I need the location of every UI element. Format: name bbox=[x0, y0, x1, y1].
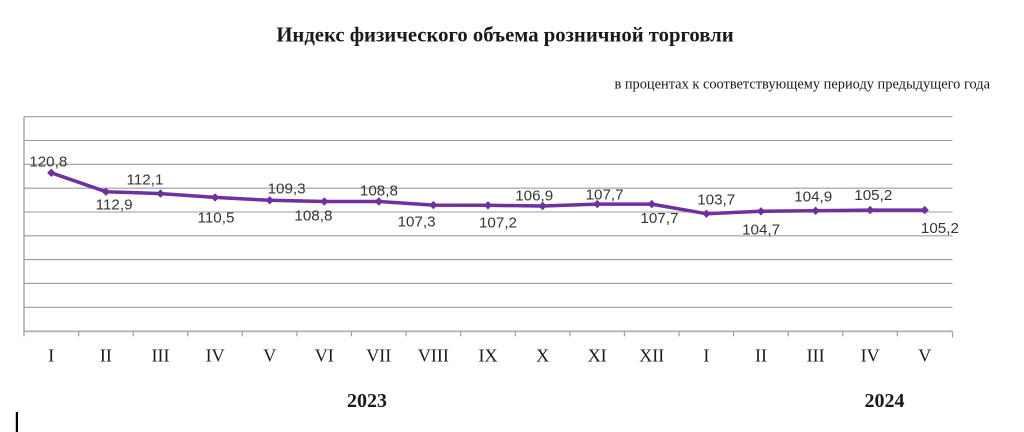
svg-text:VII: VII bbox=[366, 346, 391, 366]
svg-text:II: II bbox=[100, 346, 112, 366]
svg-text:107,7: 107,7 bbox=[640, 210, 678, 227]
svg-text:Индекс физического объема розн: Индекс физического объема розничной торг… bbox=[276, 25, 733, 47]
svg-text:120,8: 120,8 bbox=[29, 154, 67, 171]
svg-text:III: III bbox=[152, 346, 170, 366]
svg-text:108,8: 108,8 bbox=[294, 208, 332, 225]
svg-text:IV: IV bbox=[206, 346, 225, 366]
svg-text:V: V bbox=[263, 346, 276, 366]
svg-text:X: X bbox=[536, 346, 549, 366]
svg-text:IX: IX bbox=[479, 346, 498, 366]
svg-text:105,2: 105,2 bbox=[854, 187, 892, 204]
svg-text:108,8: 108,8 bbox=[360, 183, 398, 200]
svg-text:104,7: 104,7 bbox=[742, 221, 780, 238]
svg-text:109,3: 109,3 bbox=[268, 180, 306, 197]
svg-text:XII: XII bbox=[639, 346, 664, 366]
svg-text:112,1: 112,1 bbox=[127, 171, 164, 188]
svg-text:2024: 2024 bbox=[865, 390, 905, 412]
svg-text:104,9: 104,9 bbox=[794, 189, 832, 206]
svg-text:I: I bbox=[48, 346, 54, 366]
svg-text:105,2: 105,2 bbox=[921, 220, 959, 237]
svg-text:I: I bbox=[703, 346, 709, 366]
svg-text:107,7: 107,7 bbox=[586, 187, 624, 204]
svg-text:112,9: 112,9 bbox=[96, 196, 133, 213]
svg-text:110,5: 110,5 bbox=[198, 210, 235, 227]
svg-text:103,7: 103,7 bbox=[697, 191, 735, 208]
svg-text:107,2: 107,2 bbox=[479, 215, 517, 232]
svg-text:VIII: VIII bbox=[418, 346, 449, 366]
svg-text:2023: 2023 bbox=[347, 390, 387, 412]
svg-text:107,3: 107,3 bbox=[398, 213, 436, 230]
svg-text:в процентах к соответствующему: в процентах к соответствующему периоду п… bbox=[614, 77, 990, 93]
svg-text:III: III bbox=[807, 346, 825, 366]
svg-text:II: II bbox=[755, 346, 767, 366]
svg-text:106,9: 106,9 bbox=[515, 187, 553, 204]
svg-text:VI: VI bbox=[315, 346, 334, 366]
svg-text:IV: IV bbox=[861, 346, 880, 366]
svg-text:V: V bbox=[918, 346, 931, 366]
svg-text:XI: XI bbox=[588, 346, 607, 366]
